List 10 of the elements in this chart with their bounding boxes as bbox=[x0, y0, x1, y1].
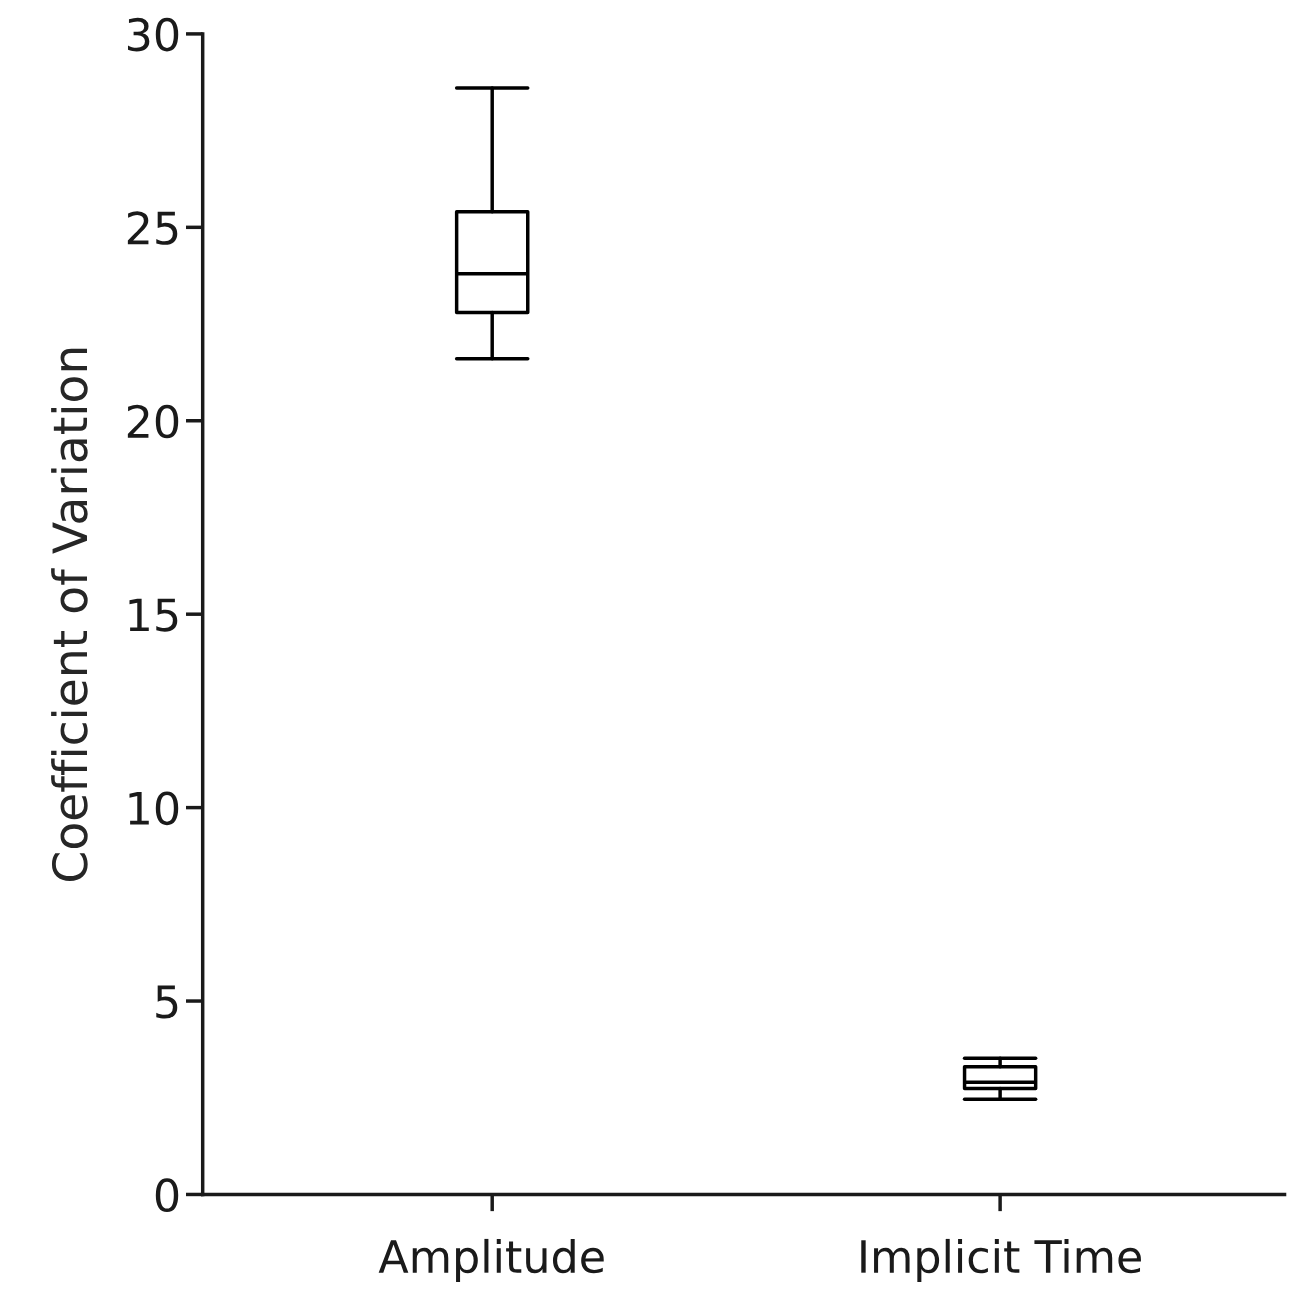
y-tick-label: 15 bbox=[129, 598, 178, 632]
y-tick-label: 10 bbox=[129, 791, 179, 826]
y-tick-label: 30 bbox=[127, 17, 179, 52]
y-tick-label: 25 bbox=[127, 211, 178, 245]
x-tick-label: Amplitude bbox=[378, 1238, 604, 1282]
y-tick-label: 0 bbox=[155, 1178, 179, 1212]
y-axis-title: Coefficient of Variation bbox=[51, 348, 88, 881]
y-tick-label: 5 bbox=[156, 985, 178, 1019]
y-tick-label: 20 bbox=[127, 404, 179, 439]
x-tick-label: Implicit Time bbox=[861, 1238, 1141, 1282]
